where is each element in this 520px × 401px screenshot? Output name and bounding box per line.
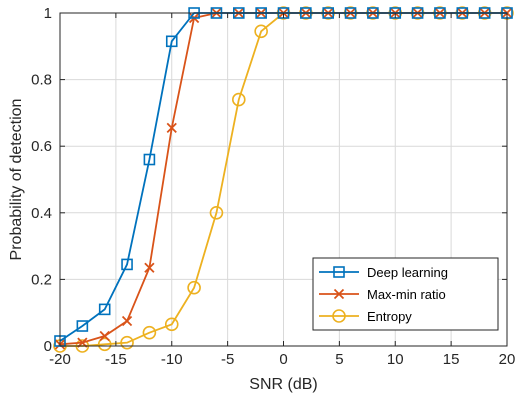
data-point-entropy xyxy=(120,335,134,350)
data-point-deep-learning xyxy=(76,320,89,332)
data-point-entropy xyxy=(187,280,201,295)
y-tick-label: 0.4 xyxy=(31,205,52,222)
legend-marker xyxy=(332,309,346,323)
data-point-entropy xyxy=(97,337,112,352)
x-tick-label: -20 xyxy=(49,351,71,368)
data-point-max-min-ratio xyxy=(166,122,177,134)
y-tick-label: 0.8 xyxy=(31,72,52,89)
data-point-entropy xyxy=(164,317,179,332)
data-point-entropy xyxy=(232,92,246,107)
x-tick-label: 10 xyxy=(387,351,404,368)
x-tick-label: 5 xyxy=(335,351,343,368)
data-point-entropy xyxy=(254,24,268,39)
y-axis-label: Probability of detection xyxy=(8,99,25,261)
legend-marker xyxy=(333,288,345,300)
data-point-max-min-ratio xyxy=(121,315,133,327)
legend-item-max-min-ratio: Max-min ratio xyxy=(319,287,446,302)
y-tick-label: 1 xyxy=(44,5,52,22)
x-tick-label: -5 xyxy=(221,351,234,368)
data-point-entropy xyxy=(142,325,157,340)
y-tick-label: 0.6 xyxy=(31,138,52,155)
data-point-max-min-ratio xyxy=(144,262,155,273)
legend-label: Deep learning xyxy=(367,265,448,280)
data-point-deep-learning xyxy=(143,153,156,166)
data-point-deep-learning xyxy=(98,303,111,316)
y-tick-label: 0.2 xyxy=(31,271,52,288)
legend-marker xyxy=(333,266,345,278)
x-tick-label: 20 xyxy=(499,351,516,368)
axis-ticks: -20 -15 -10 -5 0 5 10 15 20 0 0.2 0.4 0.6 0.8 1 xyxy=(31,5,515,368)
x-axis-label: SNR (dB) xyxy=(249,376,317,393)
legend-item-deep-learning: Deep learning xyxy=(319,265,448,280)
legend-label: Entropy xyxy=(367,309,412,324)
y-tick-label: 0 xyxy=(44,338,52,355)
legend: Deep learning Max-min ratio Entropy xyxy=(312,257,499,331)
data-point-deep-learning xyxy=(121,258,133,271)
data-point-entropy xyxy=(209,206,224,220)
x-tick-label: -10 xyxy=(161,351,183,368)
x-tick-label: 0 xyxy=(279,351,287,368)
x-tick-label: -15 xyxy=(105,351,127,368)
data-point-deep-learning xyxy=(165,35,178,48)
x-tick-label: 15 xyxy=(443,351,460,368)
legend-label: Max-min ratio xyxy=(367,287,446,302)
data-point-max-min-ratio xyxy=(99,330,110,342)
legend-item-entropy: Entropy xyxy=(319,309,412,324)
